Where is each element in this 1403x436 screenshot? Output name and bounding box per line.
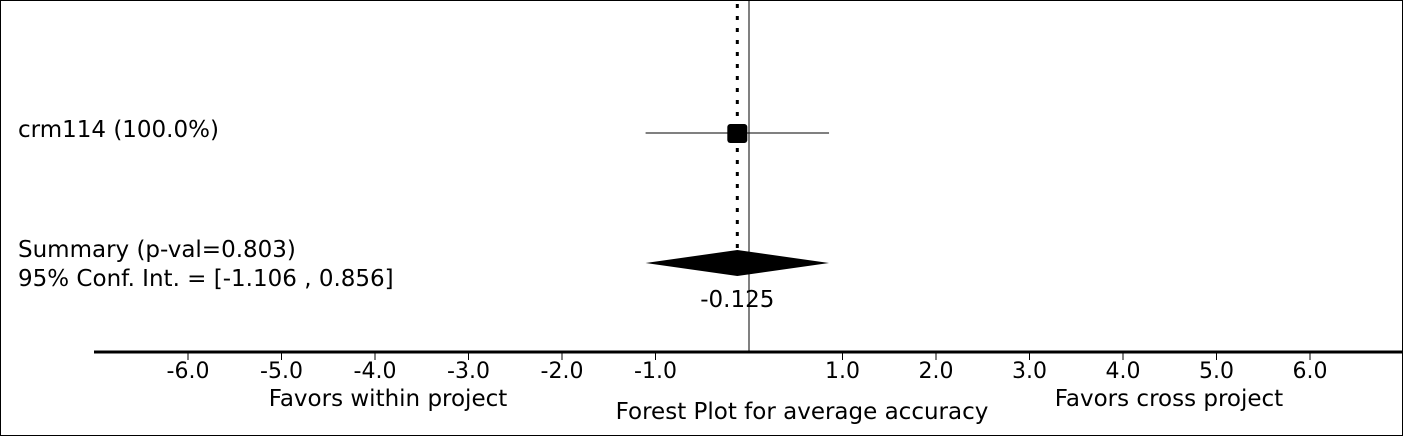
- x-tick-label: 2.0: [919, 359, 954, 384]
- x-tick-label: -4.0: [354, 359, 397, 384]
- summary-estimate-value-label: -0.125: [700, 287, 774, 313]
- x-tick-label: -5.0: [260, 359, 303, 384]
- study-estimate-box: [727, 124, 748, 143]
- x-tick-label: 1.0: [825, 359, 860, 384]
- summary-diamond: [645, 250, 830, 276]
- x-tick-label: -6.0: [167, 359, 210, 384]
- summary-ci-label: 95% Conf. Int. = [-1.106 , 0.856]: [18, 266, 394, 292]
- study-label: crm114 (100.0%): [18, 117, 219, 143]
- x-tick-label: -1.0: [634, 359, 677, 384]
- chart-title: Forest Plot for average accuracy: [616, 399, 989, 425]
- x-axis-ticks: -6.0 -5.0 -4.0 -3.0 -2.0 -1.0 1.0 2.0 3.0 4.0 5.0 6…: [167, 352, 1328, 384]
- x-label-right: Favors cross project: [1055, 386, 1283, 412]
- x-tick-label: 3.0: [1012, 359, 1047, 384]
- x-tick-label: 4.0: [1106, 359, 1141, 384]
- x-tick-label: -2.0: [541, 359, 584, 384]
- x-label-left: Favors within project: [269, 386, 508, 412]
- x-tick-label: -3.0: [447, 359, 490, 384]
- x-tick-label: 6.0: [1293, 359, 1328, 384]
- summary-label: Summary (p-val=0.803): [18, 237, 296, 263]
- x-tick-label: 5.0: [1199, 359, 1234, 384]
